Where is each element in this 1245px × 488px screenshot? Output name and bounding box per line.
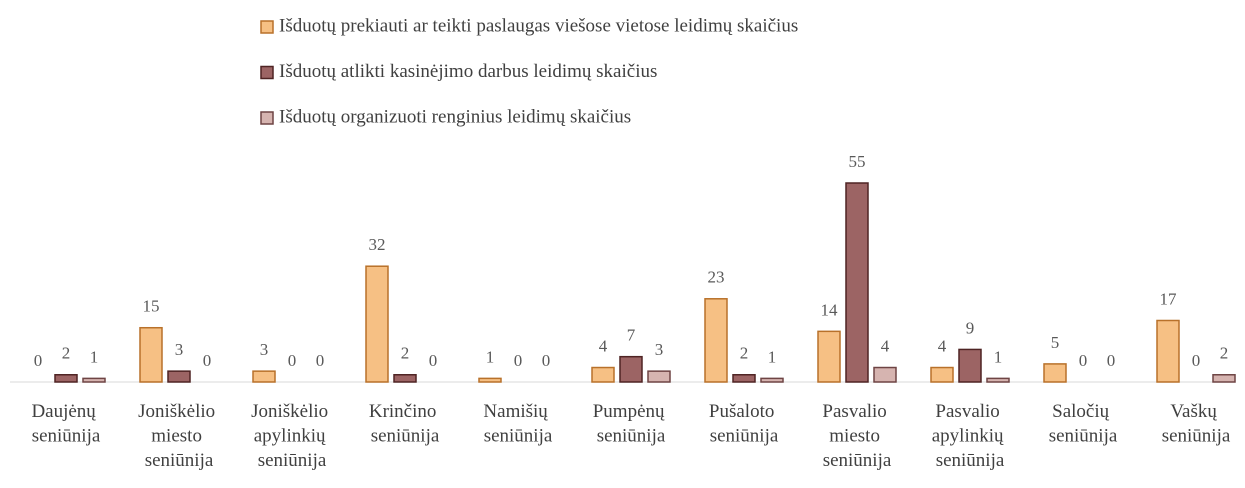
data-label: 0: [1192, 351, 1201, 370]
data-label: 7: [627, 326, 636, 345]
legend-swatch: [260, 20, 274, 34]
data-label: 0: [542, 351, 551, 370]
data-label: 1: [90, 347, 99, 366]
data-label: 4: [599, 336, 608, 355]
data-label: 0: [203, 351, 212, 370]
data-label: 0: [1107, 351, 1116, 370]
data-label: 14: [821, 300, 839, 319]
data-label: 2: [740, 344, 749, 363]
bar: [958, 348, 982, 383]
data-label: 55: [849, 152, 866, 171]
legend-swatch: [260, 65, 274, 80]
bar: [167, 370, 191, 383]
bar: [478, 377, 502, 383]
data-label: 0: [316, 351, 325, 370]
x-tick-label: Namišių seniūnija: [483, 401, 552, 447]
data-label: 1: [486, 347, 495, 366]
bar: [252, 370, 276, 383]
bar: [732, 374, 756, 383]
data-label: 0: [1079, 351, 1088, 370]
bar: [930, 366, 954, 383]
x-tick-label: Joniškėlio miesto seniūnija: [138, 401, 220, 471]
data-label: 23: [708, 268, 725, 287]
legend-label: Išduotų prekiauti ar teikti paslaugas vi…: [279, 15, 798, 36]
bar: [845, 182, 869, 383]
bar: [986, 377, 1010, 383]
bar: [704, 298, 728, 383]
bar: [591, 366, 615, 383]
data-label: 0: [429, 351, 438, 370]
data-label: 3: [260, 340, 269, 359]
bar: [873, 366, 897, 383]
x-tick-label: Pušaloto seniūnija: [709, 401, 779, 447]
bar: [619, 355, 643, 383]
x-tick-label: Pasvalio miesto seniūnija: [822, 401, 891, 471]
data-label: 1: [994, 347, 1003, 366]
data-label: 32: [369, 235, 386, 254]
bar: [365, 265, 389, 383]
bar: [82, 377, 106, 383]
x-tick-label: Krinčino seniūnija: [369, 401, 441, 447]
data-label: 4: [881, 336, 890, 355]
legend-label: Išduotų atlikti kasinėjimo darbus leidim…: [279, 61, 657, 82]
bar: [139, 326, 163, 383]
data-label: 0: [34, 351, 43, 370]
bar: [1156, 319, 1180, 383]
legend-swatch: [260, 111, 274, 125]
data-label: 15: [143, 297, 160, 316]
x-tick-label: Joniškėlio apylinkių seniūnija: [251, 401, 333, 471]
data-label: 17: [1160, 289, 1178, 308]
data-label: 3: [655, 340, 664, 359]
bar: [760, 377, 784, 383]
data-label: 5: [1051, 333, 1060, 352]
x-tick-label: Pumpėnų seniūnija: [593, 401, 670, 447]
bar: [393, 374, 417, 383]
bar: [54, 374, 78, 383]
data-label: 9: [966, 318, 975, 337]
data-label: 2: [62, 344, 71, 363]
bar: [1043, 363, 1067, 383]
data-label: 2: [1220, 344, 1229, 363]
x-tick-label: Pasvalio apylinkių seniūnija: [932, 401, 1009, 471]
data-label: 0: [514, 351, 523, 370]
bar: [1212, 374, 1236, 383]
data-label: 1: [768, 347, 777, 366]
data-label: 0: [288, 351, 297, 370]
x-tick-label: Vaškų seniūnija: [1162, 401, 1231, 447]
data-label: 3: [175, 340, 184, 359]
x-tick-label: Saločių seniūnija: [1049, 401, 1118, 447]
x-tick-label: Daujėnų seniūnija: [31, 401, 100, 447]
legend-label: Išduotų organizuoti renginius leidimų sk…: [279, 106, 631, 127]
bar: [647, 370, 671, 383]
data-label: 4: [938, 336, 947, 355]
data-label: 2: [401, 344, 410, 363]
bar: [817, 330, 841, 383]
